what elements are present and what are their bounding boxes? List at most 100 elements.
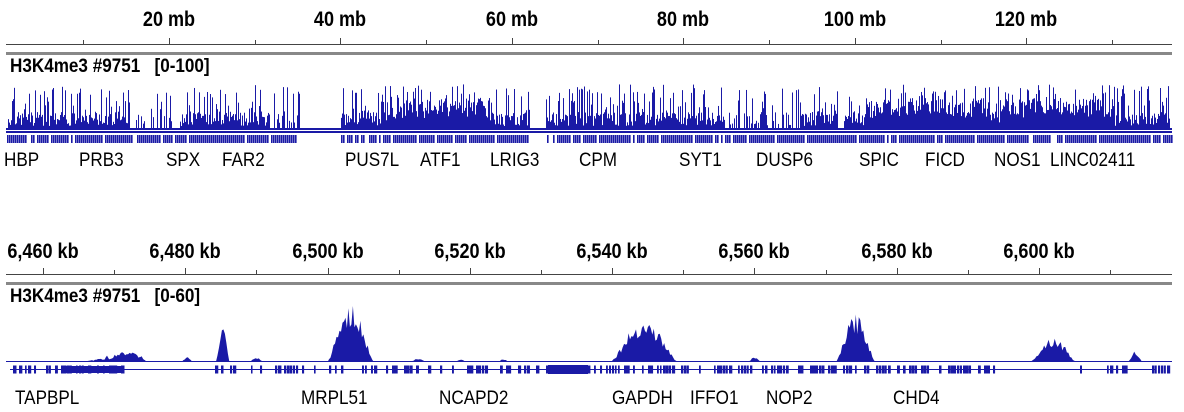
- signal-bar: [1134, 89, 1135, 130]
- signal-bar: [882, 112, 883, 130]
- gene-feature: [1081, 135, 1083, 143]
- signal-bar: [678, 106, 679, 130]
- gene-feature: [59, 135, 61, 143]
- exon: [651, 365, 654, 374]
- signal-bar: [80, 88, 81, 130]
- gene-feature: [681, 135, 683, 143]
- gene-feature: [61, 135, 63, 143]
- gene-feature: [807, 135, 809, 143]
- signal-bar: [649, 101, 650, 130]
- gene-feature: [641, 135, 643, 143]
- signal-bar: [505, 115, 506, 130]
- signal-bar: [157, 93, 158, 130]
- signal-bar: [161, 101, 162, 130]
- signal-bar: [1127, 121, 1128, 130]
- signal-bar: [383, 101, 384, 130]
- exon: [609, 365, 612, 374]
- signal-bar: [709, 117, 710, 130]
- gene-label: MRPL51: [301, 388, 368, 409]
- signal-bar: [205, 114, 206, 130]
- signal-bar: [588, 116, 589, 130]
- exon: [888, 365, 891, 374]
- signal-bar: [1091, 114, 1092, 130]
- signal-bar: [1063, 102, 1064, 130]
- gene-feature: [525, 135, 527, 143]
- gene-feature: [265, 135, 267, 143]
- signal-bar: [647, 114, 648, 130]
- signal-bar: [903, 84, 904, 130]
- signal-bar: [468, 100, 469, 130]
- signal-bar: [57, 119, 58, 130]
- signal-bar: [75, 123, 76, 130]
- signal-bar: [790, 124, 791, 130]
- signal-bar: [35, 90, 36, 130]
- gene-feature: [735, 135, 737, 143]
- signal-bar: [347, 122, 348, 130]
- signal-bar: [965, 117, 966, 130]
- gene-feature: [869, 135, 871, 143]
- signal-bar: [460, 105, 461, 130]
- signal-bar: [208, 124, 209, 130]
- signal-bar: [959, 104, 960, 130]
- signal-bar: [658, 121, 659, 130]
- gene-feature: [941, 135, 943, 143]
- signal-bar: [943, 108, 944, 130]
- signal-bar: [573, 102, 574, 130]
- signal-bar: [908, 101, 909, 130]
- signal-bar: [553, 112, 554, 130]
- signal-bar: [756, 120, 757, 130]
- gene-feature: [233, 135, 235, 143]
- signal-bar: [1150, 124, 1151, 130]
- signal-bar: [342, 113, 343, 130]
- signal-bar: [8, 119, 9, 130]
- signal-bar: [702, 120, 703, 130]
- signal-bar: [1118, 101, 1119, 130]
- gene-label: TAPBPL: [14, 388, 79, 409]
- gene-feature: [859, 135, 861, 143]
- signal-bar: [28, 114, 29, 130]
- gene-feature: [593, 135, 595, 143]
- gene-feature: [945, 135, 947, 143]
- gene-feature: [393, 135, 395, 143]
- gene-feature: [823, 135, 825, 143]
- gene-feature: [149, 135, 151, 143]
- signal-bar: [1044, 113, 1045, 130]
- signal-bar: [881, 113, 882, 130]
- signal-bar: [835, 110, 836, 130]
- exon: [588, 365, 591, 374]
- gene-feature: [97, 135, 99, 143]
- signal-bar: [171, 121, 172, 130]
- signal-bar: [659, 118, 660, 130]
- ruler-tick: [1111, 40, 1113, 44]
- signal-bar: [640, 115, 641, 130]
- gene-feature: [1153, 135, 1155, 143]
- signal-bar: [976, 100, 977, 130]
- signal-bar: [1152, 115, 1153, 130]
- gene-feature: [707, 135, 709, 143]
- signal-bar: [63, 116, 64, 130]
- exon: [296, 365, 299, 374]
- signal-bar: [364, 110, 365, 130]
- signal-bar: [1141, 86, 1142, 130]
- signal-bar: [429, 101, 430, 130]
- gene-feature: [181, 135, 183, 143]
- signal-bar: [752, 98, 753, 130]
- ruler-tick-label: 6,520 kb: [434, 240, 506, 263]
- signal-bar: [461, 93, 462, 130]
- signal-bar: [806, 114, 807, 130]
- exon: [762, 365, 764, 374]
- signal-bar: [862, 115, 863, 130]
- signal-bar: [657, 114, 658, 130]
- gene-feature: [355, 135, 357, 143]
- signal-bar: [1051, 106, 1052, 130]
- signal-bar: [411, 104, 412, 130]
- signal-bar: [202, 115, 203, 130]
- signal-bar: [958, 104, 959, 130]
- signal-bar: [1016, 114, 1017, 130]
- signal-bar: [473, 102, 474, 130]
- ruler-tick-label: 6,540 kb: [576, 240, 648, 263]
- gene-feature: [919, 135, 921, 143]
- gene-feature: [913, 135, 915, 143]
- signal-bar: [128, 90, 129, 130]
- signal-bar: [718, 105, 719, 130]
